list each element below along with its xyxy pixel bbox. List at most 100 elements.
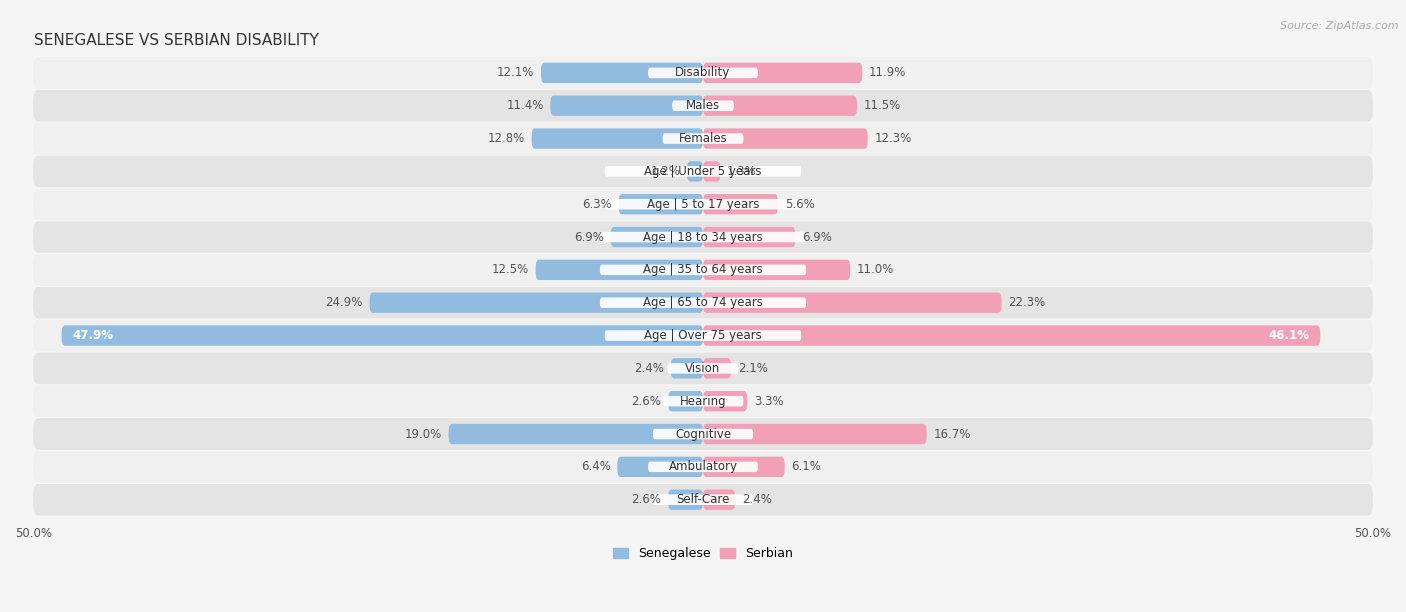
Text: 1.3%: 1.3%: [727, 165, 756, 178]
Text: 12.5%: 12.5%: [492, 263, 529, 277]
Text: 24.9%: 24.9%: [326, 296, 363, 309]
FancyBboxPatch shape: [703, 95, 858, 116]
FancyBboxPatch shape: [600, 232, 806, 242]
Text: 19.0%: 19.0%: [405, 428, 441, 441]
FancyBboxPatch shape: [541, 62, 703, 83]
Text: 47.9%: 47.9%: [72, 329, 114, 342]
Text: Ambulatory: Ambulatory: [668, 460, 738, 473]
FancyBboxPatch shape: [703, 129, 868, 149]
FancyBboxPatch shape: [34, 155, 1372, 187]
Text: Age | 35 to 64 years: Age | 35 to 64 years: [643, 263, 763, 277]
Text: Self-Care: Self-Care: [676, 493, 730, 506]
FancyBboxPatch shape: [34, 90, 1372, 121]
Text: Females: Females: [679, 132, 727, 145]
Text: Males: Males: [686, 99, 720, 112]
FancyBboxPatch shape: [605, 199, 801, 209]
FancyBboxPatch shape: [531, 129, 703, 149]
Text: 6.9%: 6.9%: [574, 231, 605, 244]
FancyBboxPatch shape: [671, 358, 703, 379]
FancyBboxPatch shape: [703, 424, 927, 444]
Legend: Senegalese, Serbian: Senegalese, Serbian: [607, 542, 799, 565]
FancyBboxPatch shape: [668, 391, 703, 411]
FancyBboxPatch shape: [370, 293, 703, 313]
FancyBboxPatch shape: [600, 264, 806, 275]
Text: 2.4%: 2.4%: [742, 493, 772, 506]
FancyBboxPatch shape: [617, 457, 703, 477]
FancyBboxPatch shape: [605, 166, 801, 177]
FancyBboxPatch shape: [662, 396, 744, 406]
FancyBboxPatch shape: [34, 320, 1372, 351]
Text: Age | Over 75 years: Age | Over 75 years: [644, 329, 762, 342]
FancyBboxPatch shape: [703, 358, 731, 379]
Text: 11.5%: 11.5%: [863, 99, 901, 112]
FancyBboxPatch shape: [672, 100, 734, 111]
Text: 2.4%: 2.4%: [634, 362, 664, 375]
FancyBboxPatch shape: [34, 287, 1372, 318]
Text: Cognitive: Cognitive: [675, 428, 731, 441]
FancyBboxPatch shape: [652, 494, 754, 505]
FancyBboxPatch shape: [34, 254, 1372, 286]
Text: 22.3%: 22.3%: [1008, 296, 1046, 309]
Text: 3.3%: 3.3%: [754, 395, 783, 408]
Text: 11.4%: 11.4%: [506, 99, 544, 112]
FancyBboxPatch shape: [34, 418, 1372, 450]
FancyBboxPatch shape: [648, 68, 758, 78]
Text: Age | Under 5 years: Age | Under 5 years: [644, 165, 762, 178]
Text: Vision: Vision: [685, 362, 721, 375]
FancyBboxPatch shape: [34, 188, 1372, 220]
FancyBboxPatch shape: [703, 391, 747, 411]
FancyBboxPatch shape: [703, 490, 735, 510]
Text: 6.4%: 6.4%: [581, 460, 610, 473]
FancyBboxPatch shape: [648, 461, 758, 472]
Text: 12.8%: 12.8%: [488, 132, 524, 145]
Text: 12.1%: 12.1%: [496, 66, 534, 80]
FancyBboxPatch shape: [62, 326, 703, 346]
Text: Age | 18 to 34 years: Age | 18 to 34 years: [643, 231, 763, 244]
Text: Hearing: Hearing: [679, 395, 727, 408]
FancyBboxPatch shape: [662, 133, 744, 144]
Text: 11.9%: 11.9%: [869, 66, 907, 80]
Text: 6.1%: 6.1%: [792, 460, 821, 473]
FancyBboxPatch shape: [34, 57, 1372, 89]
FancyBboxPatch shape: [600, 297, 806, 308]
Text: 2.6%: 2.6%: [631, 395, 661, 408]
Text: 6.9%: 6.9%: [801, 231, 832, 244]
FancyBboxPatch shape: [703, 62, 862, 83]
Text: 2.1%: 2.1%: [738, 362, 768, 375]
FancyBboxPatch shape: [703, 293, 1001, 313]
FancyBboxPatch shape: [688, 161, 703, 182]
FancyBboxPatch shape: [34, 484, 1372, 515]
FancyBboxPatch shape: [668, 363, 738, 373]
Text: SENEGALESE VS SERBIAN DISABILITY: SENEGALESE VS SERBIAN DISABILITY: [34, 34, 318, 48]
FancyBboxPatch shape: [703, 457, 785, 477]
FancyBboxPatch shape: [34, 386, 1372, 417]
Text: 11.0%: 11.0%: [858, 263, 894, 277]
FancyBboxPatch shape: [652, 429, 754, 439]
Text: 2.6%: 2.6%: [631, 493, 661, 506]
FancyBboxPatch shape: [610, 227, 703, 247]
FancyBboxPatch shape: [703, 161, 720, 182]
Text: 16.7%: 16.7%: [934, 428, 970, 441]
FancyBboxPatch shape: [536, 259, 703, 280]
FancyBboxPatch shape: [34, 222, 1372, 253]
Text: Source: ZipAtlas.com: Source: ZipAtlas.com: [1281, 21, 1399, 31]
FancyBboxPatch shape: [34, 123, 1372, 154]
Text: 5.6%: 5.6%: [785, 198, 814, 211]
FancyBboxPatch shape: [703, 326, 1320, 346]
Text: 1.2%: 1.2%: [651, 165, 681, 178]
FancyBboxPatch shape: [550, 95, 703, 116]
FancyBboxPatch shape: [605, 330, 801, 341]
Text: 12.3%: 12.3%: [875, 132, 911, 145]
FancyBboxPatch shape: [668, 490, 703, 510]
FancyBboxPatch shape: [34, 353, 1372, 384]
FancyBboxPatch shape: [703, 259, 851, 280]
Text: Age | 65 to 74 years: Age | 65 to 74 years: [643, 296, 763, 309]
FancyBboxPatch shape: [449, 424, 703, 444]
Text: 6.3%: 6.3%: [582, 198, 612, 211]
FancyBboxPatch shape: [703, 194, 778, 214]
FancyBboxPatch shape: [703, 227, 796, 247]
Text: Disability: Disability: [675, 66, 731, 80]
Text: Age | 5 to 17 years: Age | 5 to 17 years: [647, 198, 759, 211]
FancyBboxPatch shape: [619, 194, 703, 214]
FancyBboxPatch shape: [34, 451, 1372, 483]
